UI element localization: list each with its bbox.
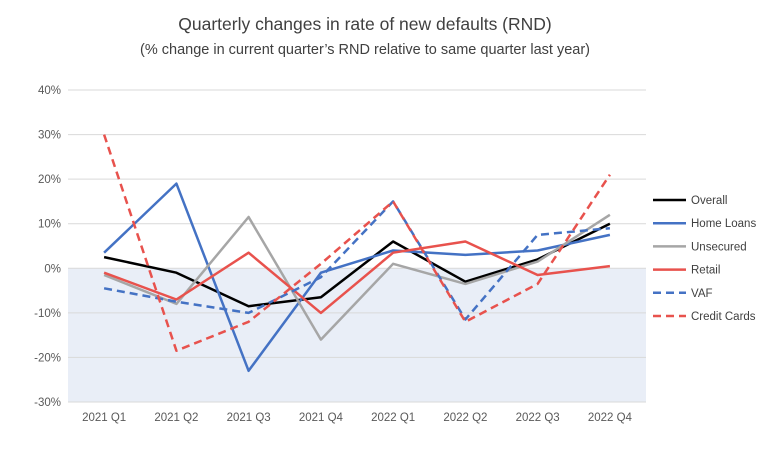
y-axis-tick-label: -10% xyxy=(34,308,61,320)
series-line-overall xyxy=(103,222,611,308)
y-axis-tick-label: -20% xyxy=(34,352,61,364)
legend-label-overall: Overall xyxy=(691,195,727,207)
x-axis-tick-label: 2022 Q3 xyxy=(516,412,560,424)
y-axis-tick-label: -30% xyxy=(34,397,61,409)
y-axis-tick-label: 20% xyxy=(38,174,61,186)
chart-title: Quarterly changes in rate of new default… xyxy=(178,14,552,34)
y-axis-tick-label: 10% xyxy=(38,219,61,231)
x-axis-tick-label: 2022 Q2 xyxy=(443,412,487,424)
x-axis-tick-label: 2021 Q3 xyxy=(227,412,271,424)
negative-region-shading xyxy=(68,268,646,402)
legend-label-credit-cards: Credit Cards xyxy=(691,311,756,323)
series-line-unsecured xyxy=(103,213,611,341)
y-axis-tick-label: 30% xyxy=(38,130,61,142)
legend-label-unsecured: Unsecured xyxy=(691,241,747,253)
series-line-home-loans xyxy=(103,182,611,373)
x-axis-tick-label: 2022 Q1 xyxy=(371,412,415,424)
x-axis-tick-label: 2021 Q4 xyxy=(299,412,344,424)
legend-label-vaf: VAF xyxy=(691,288,713,300)
series-line-retail xyxy=(103,240,611,315)
y-axis-tick-label: 0% xyxy=(44,263,61,275)
series-line-vaf xyxy=(103,200,611,321)
legend-label-retail: Retail xyxy=(691,265,720,277)
series-line-credit-cards xyxy=(102,134,611,352)
x-axis-tick-label: 2022 Q4 xyxy=(588,412,633,424)
x-axis-tick-label: 2021 Q1 xyxy=(82,412,126,424)
x-axis-tick-label: 2021 Q2 xyxy=(154,412,198,424)
y-axis-tick-label: 40% xyxy=(38,85,61,97)
legend-label-home-loans: Home Loans xyxy=(691,218,756,230)
chart-subtitle: (% change in current quarter’s RND relat… xyxy=(140,42,590,58)
